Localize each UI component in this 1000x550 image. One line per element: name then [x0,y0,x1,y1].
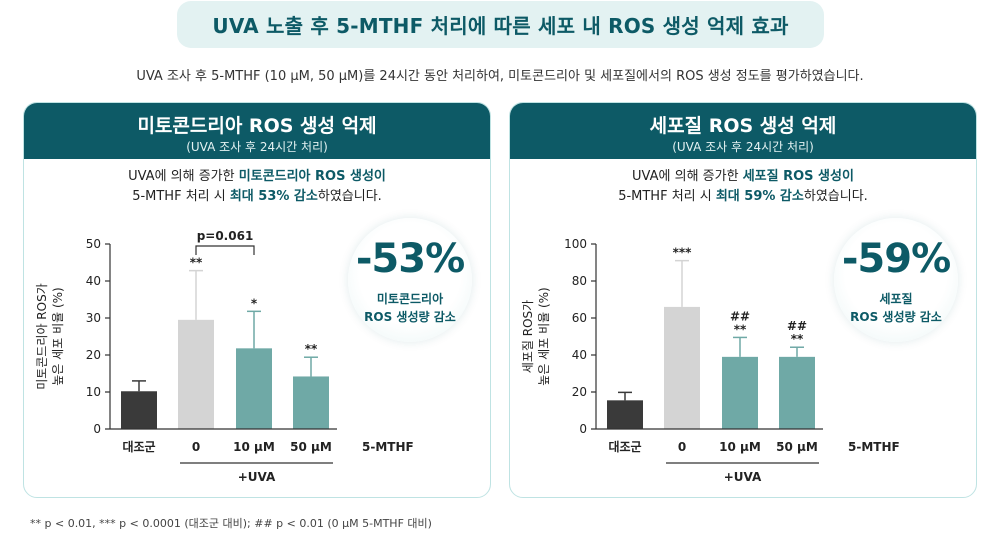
y-axis-label: 세포질 ROS가 높은 세포 비율 (%) [521,287,551,385]
bracket-p-value: p=0.061 [197,229,254,243]
x-tick-label: 50 μM [290,440,332,454]
y-tick-label: 60 [572,311,587,325]
page-title: UVA 노출 후 5-MTHF 처리에 따른 세포 내 ROS 생성 억제 효과 [212,14,789,38]
bar [607,400,643,429]
page-subtitle: UVA 조사 후 5-MTHF (10 μM, 50 μM)를 24시간 동안 … [136,69,864,84]
desc-line-2: 5-MTHF 처리 시 최대 53% 감소하였습니다. [132,189,382,204]
reduction-value: -53% [355,236,465,282]
y-tick-label: 40 [86,274,101,288]
treatment-label: 5-MTHF [362,440,414,454]
reduction-label: 세포질 ROS 생성량 감소 [850,292,942,324]
panel-title: 미토콘드리아 ROS 생성 억제 [137,115,377,137]
bar [293,376,329,429]
bar [664,306,700,429]
x-tick-label: 0 [678,440,686,454]
y-axis-label: 미토콘드리아 ROS가 높은 세포 비율 (%) [35,283,65,390]
y-tick-label: 80 [572,274,587,288]
bar [236,348,272,429]
y-tick-label: 40 [572,348,587,362]
y-tick-label: 100 [564,237,587,251]
comparison-bracket [195,245,255,255]
significance-marker: ** [791,332,804,346]
significance-marker: * [251,296,258,310]
cytoplasm-ros-chart: 세포질 ROS가 높은 세포 비율 (%) 0 20 40 60 80 100 대조군 *** 0 *… [521,237,900,484]
y-tick-label: 20 [86,348,101,362]
reduction-value: -59% [841,236,951,282]
panel-description: UVA에 의해 증가한 세포질 ROS 생성이 5-MTHF 처리 시 최대 5… [510,167,976,207]
x-tick-label: 0 [192,440,200,454]
panel-header: 미토콘드리아 ROS 생성 억제 (UVA 조사 후 24시간 처리) [24,103,490,159]
panel-title: 세포질 ROS 생성 억제 [649,115,837,137]
panel-condition: (UVA 조사 후 24시간 처리) [186,140,328,154]
x-tick-label: 10 μM [233,440,275,454]
bar [722,356,758,429]
mitochondria-panel: 미토콘드리아 ROS 생성 억제 (UVA 조사 후 24시간 처리) UVA에… [23,102,491,498]
x-tick-label: 10 μM [719,440,761,454]
significance-footnote: ** p < 0.01, *** p < 0.0001 (대조군 대비); ##… [30,517,432,530]
desc-line-1: UVA에 의해 증가한 미토콘드리아 ROS 생성이 [128,169,386,184]
y-tick-label: 50 [86,237,101,251]
reduction-label: 미토콘드리아 ROS 생성량 감소 [364,292,456,324]
treatment-label: 5-MTHF [848,440,900,454]
y-tick-label: 0 [579,422,587,436]
panel-condition: (UVA 조사 후 24시간 처리) [672,140,814,154]
reduction-badge: -59% 세포질 ROS 생성량 감소 [834,218,958,342]
significance-marker-vs-uva: ## [787,319,807,333]
significance-marker-vs-uva: ## [730,309,750,323]
bar [121,391,157,429]
y-axis-label-line-2: 높은 세포 비율 (%) [51,287,65,385]
bar [779,356,815,429]
panel-description: UVA에 의해 증가한 미토콘드리아 ROS 생성이 5-MTHF 처리 시 최… [24,167,490,207]
cytoplasm-panel: 세포질 ROS 생성 억제 (UVA 조사 후 24시간 처리) UVA에 의해… [509,102,977,498]
uva-group-label: +UVA [724,470,762,484]
y-axis-label-line-1: 세포질 ROS가 [521,300,535,373]
y-tick-label: 30 [86,311,101,325]
desc-line-1: UVA에 의해 증가한 세포질 ROS 생성이 [632,169,854,184]
significance-marker: ** [305,342,318,356]
y-tick-label: 20 [572,385,587,399]
bar [178,319,214,429]
x-tick-label: 대조군 [608,440,641,454]
panel-header: 세포질 ROS 생성 억제 (UVA 조사 후 24시간 처리) [510,103,976,159]
uva-group-label: +UVA [238,470,276,484]
y-axis-label-line-1: 미토콘드리아 ROS가 [35,283,49,390]
reduction-badge: -53% 미토콘드리아 ROS 생성량 감소 [348,218,472,342]
significance-marker: *** [673,246,693,260]
mitochondria-ros-chart: 미토콘드리아 ROS가 높은 세포 비율 (%) 0 10 20 30 40 50 대조군 ** 0… [35,229,414,484]
x-tick-label: 50 μM [776,440,818,454]
desc-line-2: 5-MTHF 처리 시 최대 59% 감소하였습니다. [618,189,868,204]
y-tick-label: 10 [86,385,101,399]
x-tick-label: 대조군 [122,440,155,454]
page-title-banner: UVA 노출 후 5-MTHF 처리에 따른 세포 내 ROS 생성 억제 효과 [177,1,824,48]
significance-marker: ** [734,322,747,336]
y-tick-label: 0 [93,422,101,436]
y-axis-label-line-2: 높은 세포 비율 (%) [537,287,551,385]
significance-marker: ** [190,256,203,270]
